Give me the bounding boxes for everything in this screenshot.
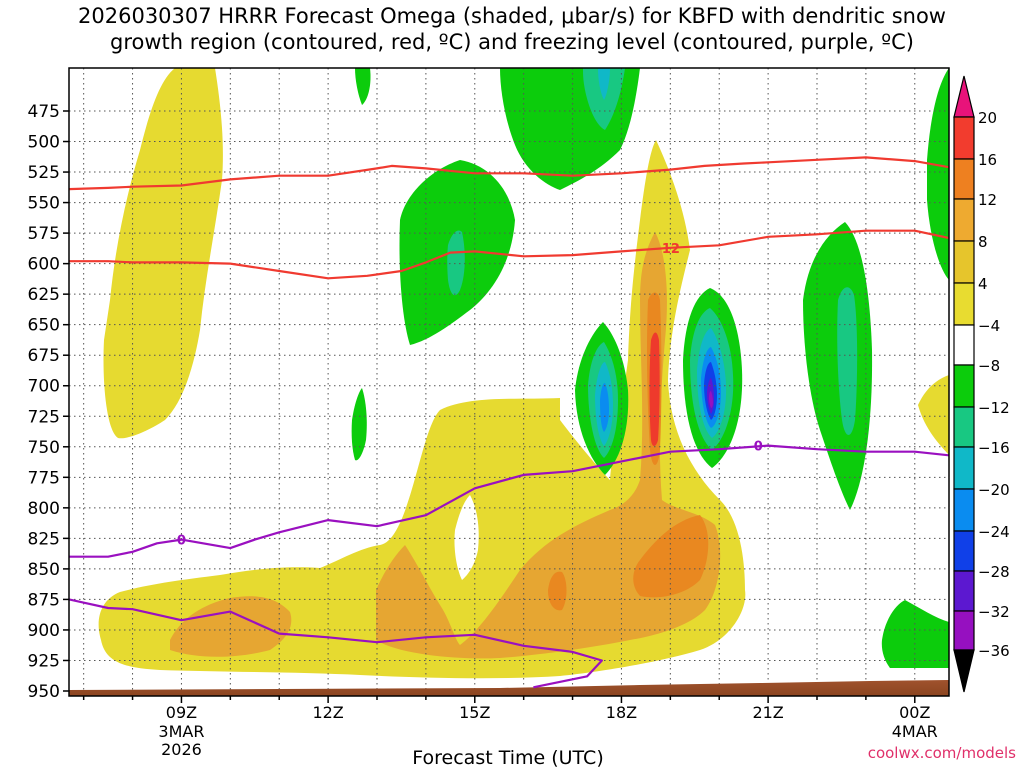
- y-tick-label: 800: [28, 499, 60, 519]
- contour-lines: −12 0 0: [69, 156, 949, 689]
- omega-shade-neg8-12-c: [837, 287, 858, 435]
- x-tick-label: 09Z: [166, 703, 197, 722]
- colorbar-swatch: [953, 610, 975, 651]
- plot-frame: [68, 67, 950, 697]
- omega-shade-neg4-8-g: [927, 68, 949, 280]
- y-tick-label: 925: [28, 651, 60, 671]
- contour-line: [69, 156, 949, 191]
- y-tick-label: 675: [28, 346, 60, 366]
- y-tick-label: 525: [28, 163, 60, 183]
- colorbar-label: −16: [978, 439, 1010, 457]
- x-tick-label: 18Z: [606, 703, 637, 722]
- contour-label: 0: [754, 440, 763, 455]
- omega-shade-neg16-20: [600, 383, 609, 432]
- ground-surface: [69, 680, 949, 696]
- y-tick-label: 475: [28, 102, 60, 122]
- colorbar-cap-top: [953, 75, 975, 118]
- omega-shade-8-12: [170, 596, 292, 657]
- colorbar-swatch: [953, 364, 975, 408]
- chart-title-line-1: 2026030307 HRRR Forecast Omega (shaded, …: [78, 4, 946, 28]
- contour-line: [69, 598, 603, 689]
- y-tick-label: 550: [28, 194, 60, 214]
- colorbar-label: −4: [978, 317, 1000, 335]
- omega-shade-4-8-column-early: [103, 68, 223, 439]
- colorbar-swatch: [953, 406, 975, 448]
- y-axis: 475 500 525 550 575 600 625 650 675 700 725 750 775 8…: [28, 102, 69, 702]
- colorbar-cap-bottom: [953, 649, 975, 693]
- colorbar-swatch: [953, 570, 975, 612]
- y-tick-label: 625: [28, 285, 60, 305]
- omega-shade-8-12-mid: [376, 232, 721, 659]
- omega-shade-16-20: [649, 332, 660, 446]
- colorbar-label: 4: [978, 275, 988, 293]
- colorbar-swatch: [953, 240, 975, 284]
- y-tick-label: 650: [28, 316, 60, 336]
- x-tick-label: 00Z: [899, 703, 930, 722]
- contour-label: 0: [177, 534, 186, 549]
- omega-shade-neg8-12: [447, 230, 465, 296]
- y-tick-label: 600: [28, 255, 60, 275]
- colorbar-label: −12: [978, 399, 1010, 417]
- colorbar-label: 8: [978, 233, 988, 251]
- colorbar-label: −36: [978, 642, 1010, 660]
- colorbar-label: 16: [978, 151, 997, 169]
- colorbar-swatch: [953, 158, 975, 200]
- y-tick-label: 750: [28, 438, 60, 458]
- colorbar-swatch: [953, 116, 975, 160]
- contour-label: −12: [651, 242, 680, 257]
- y-tick-label: 900: [28, 621, 60, 641]
- colorbar-swatch: [953, 282, 975, 326]
- x-tick-label: 21Z: [752, 703, 783, 722]
- colorbar: 20 16 12 8 4 −4 −8 −12 −16 −20 −24 −28 −32 −36: [953, 75, 1010, 693]
- colorbar-swatch: [953, 446, 975, 490]
- y-tick-label: 775: [28, 468, 60, 488]
- y-tick-label: 725: [28, 407, 60, 427]
- colorbar-swatch: [953, 488, 975, 532]
- omega-shade-neg28-32: [709, 391, 713, 408]
- omega-shade-neg4-8-c: [355, 68, 371, 105]
- colorbar-swatch: [953, 324, 975, 366]
- y-tick-label: 850: [28, 560, 60, 580]
- y-tick-label: 950: [28, 682, 60, 702]
- x-tick-sublabel: 3MAR: [158, 722, 204, 741]
- y-tick-label: 825: [28, 529, 60, 549]
- omega-shade-4-8-right-edge: [918, 375, 949, 455]
- omega-shade-neg4-8-h: [351, 388, 367, 461]
- y-tick-label: 700: [28, 377, 60, 397]
- grid-lines: [69, 68, 949, 696]
- omega-shade-12-16: [633, 515, 709, 598]
- omega-shade-neg4-8-i: [881, 600, 949, 668]
- omega-shade-hole: [454, 495, 479, 580]
- x-axis-label: Forecast Time (UTC): [412, 747, 603, 768]
- x-tick-sublabel: 2026: [161, 740, 202, 759]
- credit-text: coolwx.com/models: [867, 744, 1016, 762]
- contour-line: [69, 444, 949, 558]
- y-tick-label: 500: [28, 133, 60, 153]
- x-tick-label: 15Z: [459, 703, 490, 722]
- colorbar-label: −20: [978, 481, 1010, 499]
- omega-shade-12-16-small: [548, 571, 567, 611]
- colorbar-label: −28: [978, 563, 1010, 581]
- colorbar-label: −24: [978, 523, 1010, 541]
- contour-line: [69, 229, 949, 280]
- chart-title-line-2: growth region (contoured, red, ºC) and f…: [110, 30, 914, 54]
- colorbar-label: −8: [978, 357, 1000, 375]
- y-tick-label: 875: [28, 590, 60, 610]
- x-tick-sublabel: 4MAR: [892, 722, 938, 741]
- colorbar-label: 20: [978, 109, 997, 127]
- omega-shade-neg12-16-c: [598, 68, 610, 100]
- x-tick-label: 12Z: [312, 703, 343, 722]
- colorbar-swatch: [953, 530, 975, 572]
- y-tick-label: 575: [28, 224, 60, 244]
- colorbar-swatch: [953, 198, 975, 242]
- colorbar-label: −32: [978, 603, 1010, 621]
- colorbar-label: 12: [978, 191, 997, 209]
